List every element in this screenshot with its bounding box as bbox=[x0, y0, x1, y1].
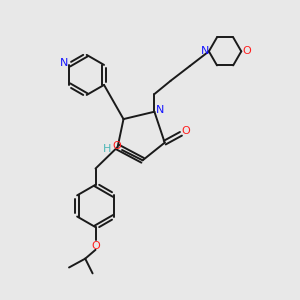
Text: O: O bbox=[182, 126, 190, 136]
Text: N: N bbox=[155, 105, 164, 115]
Text: N: N bbox=[201, 46, 209, 56]
Text: N: N bbox=[60, 58, 68, 68]
Text: O: O bbox=[242, 46, 251, 56]
Text: H: H bbox=[103, 143, 111, 154]
Text: O: O bbox=[91, 241, 100, 251]
Text: O: O bbox=[112, 142, 121, 152]
